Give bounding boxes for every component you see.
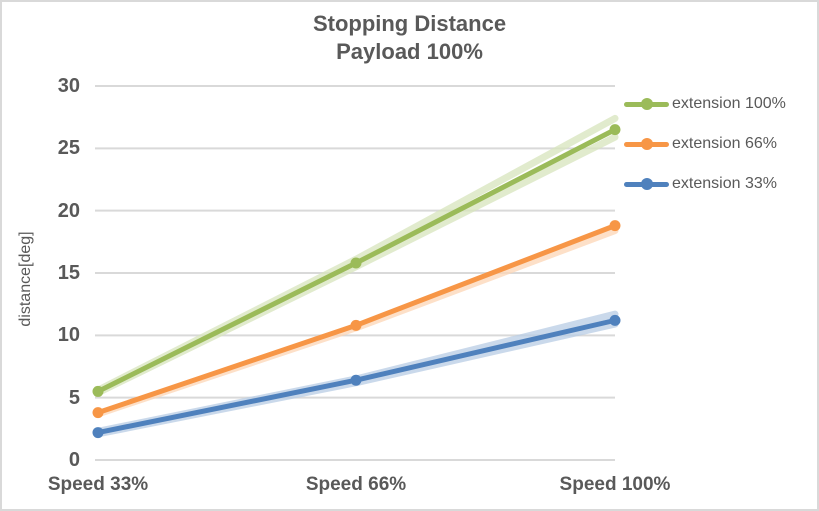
legend-line-marker-icon [624,138,669,150]
x-axis-label: Speed 33% [47,474,149,495]
data-point-marker[interactable] [609,124,621,136]
y-tick-label: 0 [68,449,80,471]
legend-line-marker-icon [624,98,669,110]
legend-line-marker-icon [624,178,669,190]
chart-title: Stopping Distance Payload 100% [2,10,817,66]
chart-title-line1: Stopping Distance [312,11,507,36]
y-tick-label: 10 [57,324,80,347]
legend-label: extension 33% [672,175,777,192]
x-axis-label: Speed 100% [559,474,671,495]
data-point-marker[interactable] [609,314,621,326]
y-tick-label: 5 [68,386,80,409]
data-point-marker[interactable] [350,257,362,269]
legend-item[interactable]: extension 33% [624,171,786,197]
data-point-marker[interactable] [92,407,104,419]
y-tick-label: 30 [57,75,80,97]
data-point-marker[interactable] [609,220,621,232]
legend-label: extension 66% [672,135,777,152]
legend-dot-icon [640,98,653,110]
legend-dot-icon [640,138,653,150]
data-point-marker[interactable] [350,374,362,386]
plot-area[interactable] [92,85,622,462]
data-point-marker[interactable] [92,385,104,397]
legend: extension 100% extension 66% extension 33% [624,91,786,211]
legend-label: extension 100% [672,95,786,112]
y-tick-label: 15 [57,262,80,284]
chart-title-line2: Payload 100% [336,39,483,64]
trial-line[interactable] [94,310,619,435]
data-point-marker[interactable] [92,427,104,439]
y-tick-label: 20 [57,199,80,222]
data-point-marker[interactable] [350,319,362,331]
legend-item[interactable]: extension 66% [624,131,786,157]
x-axis-label: Speed 66% [305,474,407,495]
legend-dot-icon [640,178,653,190]
y-tick-label: 25 [57,137,80,160]
legend-item[interactable]: extension 100% [624,91,786,117]
